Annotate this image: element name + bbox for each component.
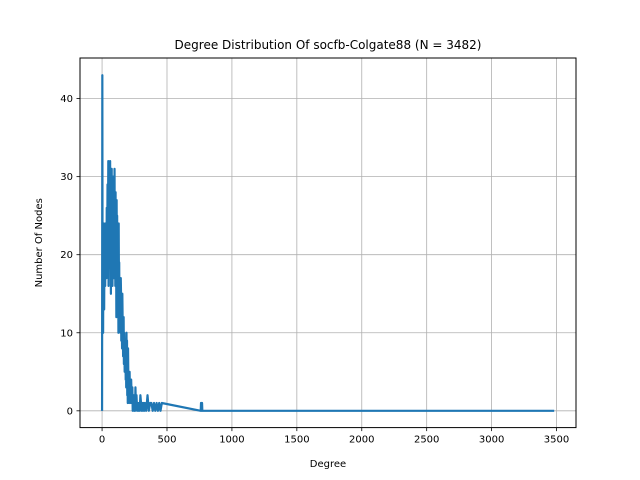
y-tick-label: 0 xyxy=(67,406,73,417)
series-line xyxy=(100,74,555,412)
plot-frame xyxy=(79,57,577,429)
x-tick-label: 500 xyxy=(157,435,176,446)
plot-area xyxy=(80,58,576,428)
y-tick-label: 10 xyxy=(60,328,73,339)
x-tick-label: 2000 xyxy=(349,435,374,446)
y-tick-label: 40 xyxy=(60,94,73,105)
x-axis-label: Degree xyxy=(310,459,346,470)
y-tick-label: 30 xyxy=(60,172,73,183)
x-tick-label: 2500 xyxy=(414,435,439,446)
ticks: 0 500 1000 1500 2000 2500 3000 3500 0 10 20 30 40 xyxy=(60,94,569,446)
x-tick-label: 3500 xyxy=(544,435,569,446)
grid xyxy=(80,58,576,428)
x-tick-label: 0 xyxy=(99,435,105,446)
x-tick-label: 1000 xyxy=(219,435,244,446)
y-axis-label: Number Of Nodes xyxy=(34,198,45,287)
data-layer xyxy=(100,74,555,412)
chart-title: Degree Distribution Of socfb-Colgate88 (… xyxy=(175,38,482,52)
x-tick-label: 1500 xyxy=(284,435,309,446)
y-tick-label: 20 xyxy=(60,250,73,261)
x-tick-label: 3000 xyxy=(479,435,504,446)
